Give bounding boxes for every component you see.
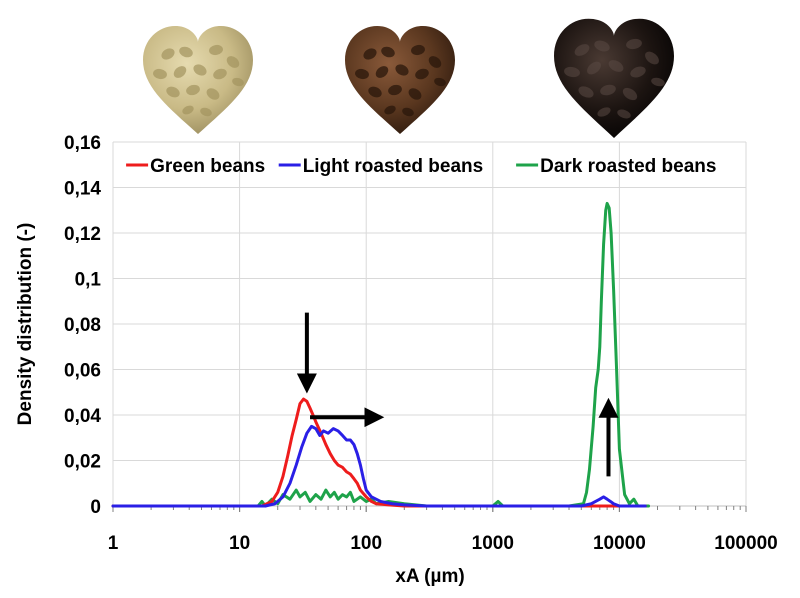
- y-tick-label: 0,02: [64, 452, 101, 473]
- x-tick-labels: 1 10 100 1000 10000 100000: [108, 533, 778, 554]
- series-line-green-beans: [111, 397, 647, 508]
- y-tick-labels: 0 0,02 0,04 0,06 0,08 0,1 0,12 0,14 0,16: [64, 133, 101, 518]
- green-beans-heart-image: [143, 26, 253, 135]
- y-tick-label: 0,06: [64, 361, 101, 382]
- bean-images: [143, 18, 674, 138]
- gridlines: [112, 141, 747, 507]
- legend-label: Dark roasted beans: [540, 156, 716, 177]
- legend-label: Green beans: [150, 156, 265, 177]
- x-tick-label: 1000: [472, 533, 514, 554]
- dark-roasted-beans-heart-image: [554, 18, 674, 138]
- series-lines: [111, 201, 651, 508]
- y-tick-label: 0,1: [75, 270, 102, 291]
- x-tick-label: 100000: [714, 533, 777, 554]
- light-roasted-beans-heart-image: [345, 26, 455, 135]
- y-axis-title: Density distribution (-): [15, 223, 36, 426]
- y-tick-label: 0: [90, 497, 101, 518]
- y-tick-label: 0,14: [64, 179, 101, 200]
- y-tick-label: 0,04: [64, 406, 101, 427]
- x-axis-title: xA (µm): [395, 566, 464, 587]
- x-tick-label: 10000: [593, 533, 646, 554]
- y-tick-label: 0,08: [64, 315, 101, 336]
- y-tick-label: 0,12: [64, 224, 101, 245]
- x-tick-label: 10: [229, 533, 250, 554]
- y-tick-label: 0,16: [64, 133, 101, 154]
- annotation-arrows: [296, 312, 619, 477]
- legend-label: Light roasted beans: [303, 156, 484, 177]
- x-tick-label: 100: [350, 533, 382, 554]
- legend: Green beans Light roasted beans Dark roast…: [126, 156, 716, 177]
- x-tick-label: 1: [108, 533, 119, 554]
- series-line-light-roasted-beans: [111, 424, 647, 508]
